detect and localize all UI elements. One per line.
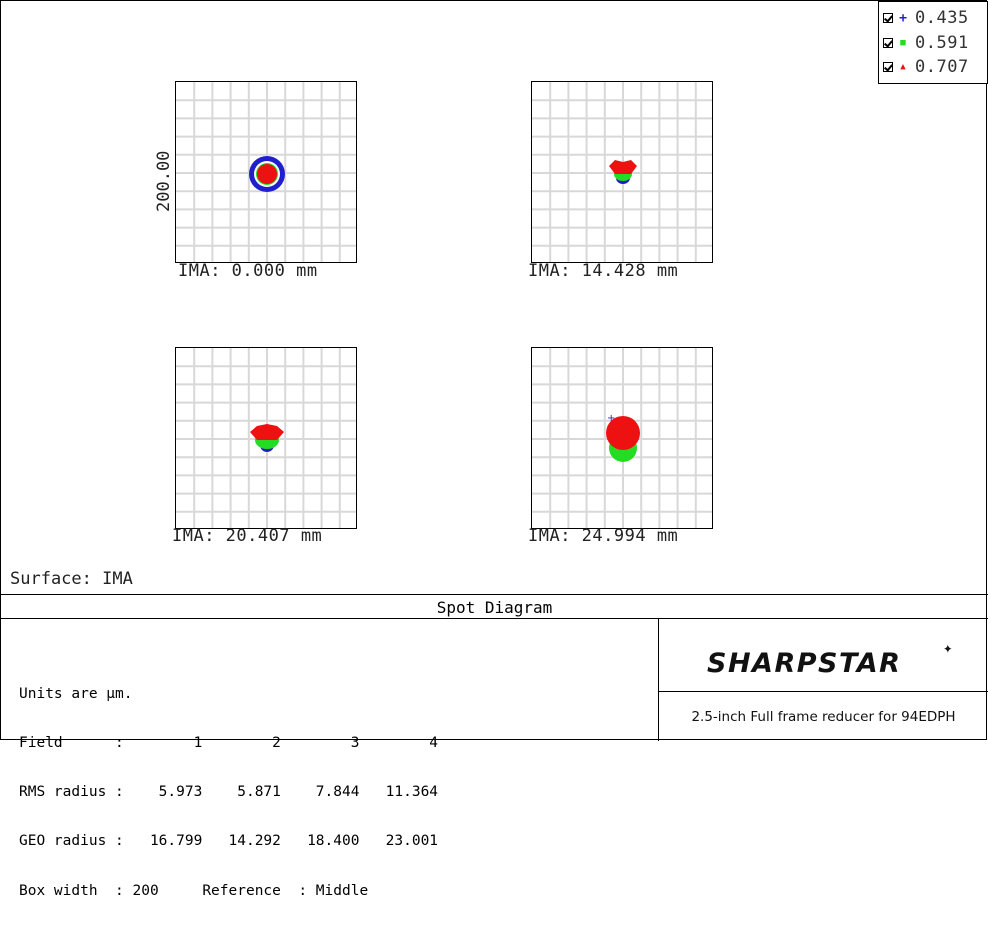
grid [532, 348, 712, 528]
title-bar: Spot Diagram [1, 594, 988, 619]
plus-marker-icon: + [899, 10, 907, 26]
spot-plot-field-1 [176, 82, 356, 262]
field-label-1: IMA: 0.000 mm [178, 261, 318, 281]
square-marker-icon: ■ [900, 38, 906, 48]
spot-red [257, 164, 277, 184]
grid [532, 82, 712, 262]
spot-plot-field-2 [532, 82, 712, 262]
plot-title: Spot Diagram [436, 598, 553, 617]
brand-caption: 2.5-inch Full frame reducer for 94EDPH [691, 709, 956, 725]
field-label-2: IMA: 14.428 mm [528, 261, 679, 281]
spot-plot-field-3 [176, 348, 356, 528]
info-block: Units are µm. Field : 1 2 3 4 RMS radius… [19, 653, 438, 932]
brand-logo: SHARPSTAR [707, 648, 902, 679]
spot-diagram-window: + 200.00 IMA: 0.000 mm IMA: 14.428 mm IM… [0, 0, 987, 740]
spot-box-field-1 [175, 81, 357, 263]
checkbox-icon[interactable] [883, 62, 893, 72]
spot-blue-marker: + [607, 413, 615, 424]
grid [176, 348, 356, 528]
spot-red [250, 424, 284, 440]
spot-box-field-2 [531, 81, 713, 263]
legend-item-3[interactable]: ▲ 0.707 [883, 57, 969, 77]
checkbox-icon[interactable] [883, 13, 893, 23]
star-icon: ✦ [943, 638, 953, 657]
field-label-3: IMA: 20.407 mm [172, 526, 323, 546]
field-label-4: IMA: 24.994 mm [528, 526, 679, 546]
box-scale-label: 200.00 [154, 150, 174, 212]
grid [176, 82, 356, 262]
triangle-marker-icon: ▲ [900, 62, 906, 72]
surface-label: Surface: IMA [10, 569, 133, 589]
spot-plot-field-4: + [532, 348, 712, 528]
box-width-line: Box width : 200 Reference : Middle [19, 882, 369, 899]
units-line: Units are µm. [19, 685, 133, 702]
legend-value: 0.707 [915, 57, 969, 77]
checkbox-icon[interactable] [883, 38, 893, 48]
legend-item-2[interactable]: ■ 0.591 [883, 33, 969, 53]
legend-value: 0.435 [915, 8, 969, 28]
field-line: Field : 1 2 3 4 [19, 735, 439, 752]
legend-value: 0.591 [915, 33, 969, 53]
spot-box-field-4: + [531, 347, 713, 529]
wavelength-legend: + 0.435 ■ 0.591 ▲ 0.707 [878, 1, 988, 84]
rms-radius-line: RMS radius : 5.973 5.871 7.844 11.364 [19, 784, 439, 801]
divider [659, 691, 988, 692]
spot-red [606, 416, 640, 450]
geo-radius-line: GEO radius : 16.799 14.292 18.400 23.001 [19, 833, 439, 850]
legend-item-1[interactable]: + 0.435 [883, 8, 969, 28]
spot-box-field-3 [175, 347, 357, 529]
brand-panel: SHARPSTAR ✦ 2.5-inch Full frame reducer … [658, 618, 988, 741]
spot-red [609, 160, 637, 174]
